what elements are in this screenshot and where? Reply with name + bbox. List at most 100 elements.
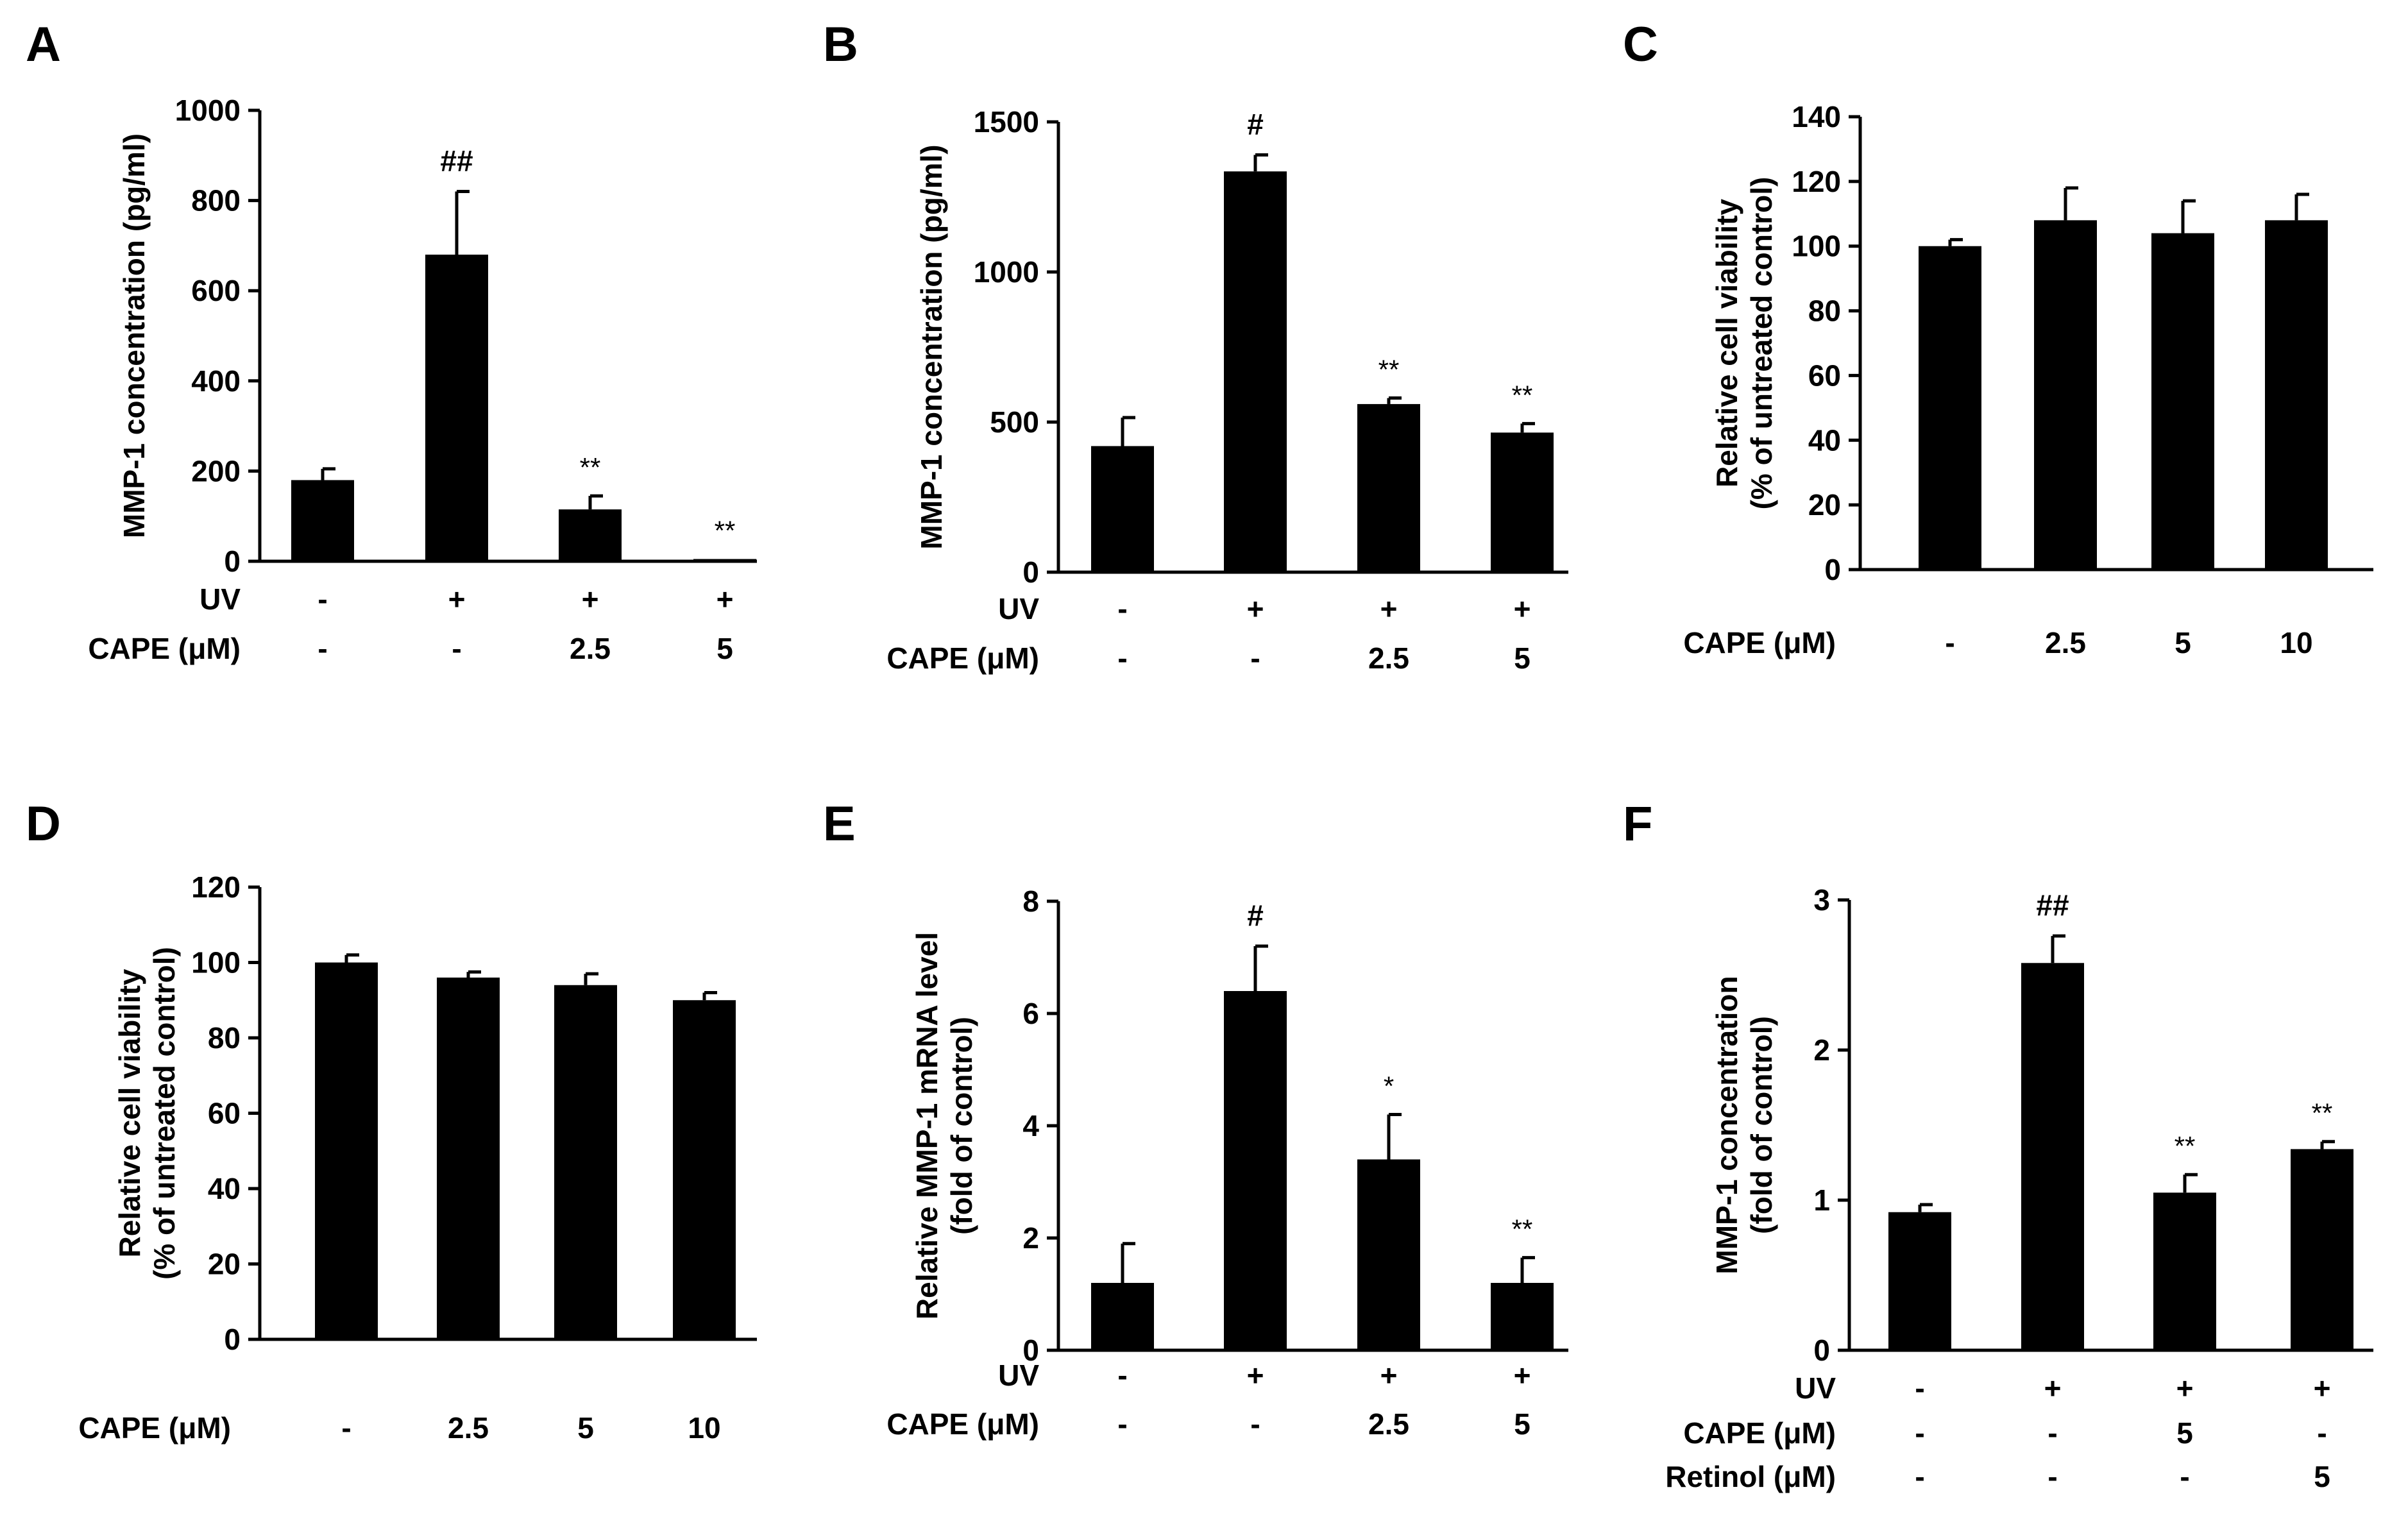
y-tick-label: 20 (1808, 488, 1841, 521)
y-tick-label: 0 (1022, 555, 1039, 589)
condition-value: 5 (2314, 1460, 2330, 1493)
condition-value: + (1380, 592, 1398, 625)
y-tick-label: 40 (208, 1172, 241, 1205)
panel-label: E (823, 797, 856, 851)
bar (437, 978, 500, 1339)
condition-value: + (1380, 1359, 1398, 1392)
y-tick-label: 80 (1808, 294, 1841, 328)
significance-marker: # (1247, 107, 1264, 140)
condition-value: - (1117, 1359, 1127, 1392)
condition-value: - (1250, 1407, 1260, 1441)
y-axis-label: (% of untreated control) (1745, 177, 1778, 510)
condition-value: + (2176, 1371, 2194, 1405)
y-tick-label: 1000 (974, 255, 1039, 289)
significance-marker: ** (580, 452, 601, 482)
y-axis-label: Relative cell viability (1710, 199, 1743, 487)
bar (1357, 1159, 1420, 1350)
condition-value: 10 (2280, 626, 2312, 659)
y-tick-label: 0 (1813, 1334, 1830, 1367)
bar (1919, 246, 1981, 570)
y-tick-label: 800 (191, 184, 241, 217)
condition-value: 2.5 (1368, 1407, 1409, 1441)
condition-value: 5 (1514, 1407, 1530, 1441)
panel-f: F 0 1 2 3 MMP-1 concentration (fold of control… (1623, 797, 2373, 1493)
condition-label: CAPE (μM) (1683, 1416, 1836, 1450)
bar (425, 254, 488, 561)
bar (2151, 233, 2214, 570)
condition-label: CAPE (μM) (78, 1411, 231, 1445)
condition-value: - (318, 582, 327, 616)
bar (559, 509, 622, 561)
y-axis-label: (fold of control) (1745, 1016, 1778, 1234)
condition-value: + (2314, 1371, 2331, 1405)
condition-label: CAPE (μM) (886, 641, 1039, 675)
y-axis-label: MMP-1 concentration (pg/ml) (117, 133, 151, 538)
condition-label: UV (199, 582, 241, 616)
y-tick-label: 6 (1022, 997, 1039, 1030)
bar (2153, 1192, 2216, 1350)
condition-value: + (1514, 1359, 1531, 1392)
significance-marker: ** (1512, 380, 1533, 410)
significance-marker: ** (2175, 1131, 2196, 1161)
condition-value: - (1250, 641, 1260, 675)
y-tick-label: 200 (191, 454, 241, 487)
bar (673, 1000, 736, 1339)
y-tick-label: 0 (224, 1323, 241, 1356)
bar (1357, 403, 1420, 572)
bar (2021, 963, 2084, 1350)
panel-d: D 0 20 40 60 80 100 120 Relative cell viability(… (26, 797, 757, 1445)
y-tick-label: 140 (1792, 100, 1841, 133)
y-axis-label: Relative MMP-1 mRNA level (910, 932, 944, 1319)
condition-value: - (452, 632, 461, 665)
condition-value: - (1117, 592, 1127, 625)
condition-value: 5 (2175, 626, 2191, 659)
bar (1091, 1283, 1154, 1350)
condition-value: - (2180, 1460, 2189, 1493)
y-tick-label: 0 (224, 545, 241, 578)
condition-value: 5 (2176, 1416, 2193, 1450)
bar (1224, 991, 1287, 1350)
condition-value: + (1514, 592, 1531, 625)
condition-value: 2.5 (2045, 626, 2086, 659)
y-tick-label: 40 (1808, 423, 1841, 457)
condition-value: + (1247, 1359, 1264, 1392)
significance-marker: ** (1512, 1214, 1533, 1244)
y-tick-label: 100 (191, 946, 241, 979)
panel-e: E 0 2 4 6 8 Relative MMP-1 mRNA level (fold of … (823, 797, 1568, 1441)
condition-label: UV (998, 1359, 1039, 1392)
y-tick-label: 0 (1022, 1334, 1039, 1367)
condition-label: UV (1795, 1371, 1836, 1405)
bar (1888, 1212, 1951, 1350)
y-axis-label: MMP-1 concentration (1710, 976, 1743, 1274)
y-tick-label: 500 (990, 405, 1039, 439)
panel-label: A (26, 17, 61, 72)
bar (554, 985, 617, 1339)
bar (315, 962, 378, 1339)
condition-label: Retinol (μM) (1665, 1460, 1836, 1493)
significance-marker: ## (2036, 888, 2069, 922)
bar (2034, 220, 2097, 570)
condition-value: + (716, 582, 734, 616)
y-tick-label: 600 (191, 274, 241, 307)
significance-marker: ** (1378, 355, 1400, 385)
condition-label: UV (998, 592, 1039, 625)
y-tick-label: 1000 (175, 94, 241, 127)
condition-value: - (1945, 626, 1954, 659)
y-tick-label: 1 (1813, 1183, 1830, 1217)
condition-value: 2.5 (1368, 641, 1409, 675)
y-tick-label: 3 (1813, 883, 1830, 917)
y-axis-label: (% of untreated control) (148, 947, 181, 1280)
y-axis-label: MMP-1 concentration (pg/ml) (915, 144, 948, 549)
significance-marker: * (1384, 1071, 1394, 1101)
y-axis-label: (fold of control) (945, 1017, 978, 1235)
y-tick-label: 60 (1808, 359, 1841, 392)
condition-value: 2.5 (570, 632, 611, 665)
panel-label: D (26, 797, 61, 851)
panel-c: C 0 20 40 60 80 100 120 140 Relative cell viabili… (1623, 17, 2373, 659)
condition-value: - (1915, 1371, 1924, 1405)
condition-label: CAPE (μM) (1683, 626, 1836, 659)
y-axis-label: Relative cell viability (113, 969, 146, 1257)
panel-b: B 0 500 1000 1500 MMP-1 concentration (pg/ml)… (823, 17, 1568, 675)
condition-value: - (1117, 641, 1127, 675)
